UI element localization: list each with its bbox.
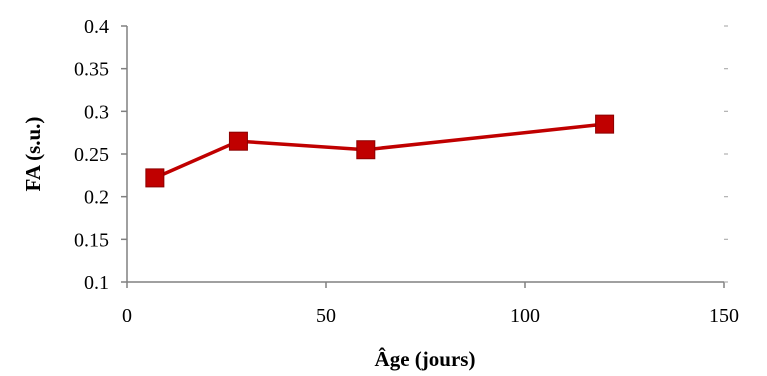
x-tick-label: 0 <box>122 305 132 327</box>
series-line <box>154 122 605 180</box>
y-tick-label: 0.2 <box>84 187 109 209</box>
axes <box>126 26 724 283</box>
y-tick-label: 0.3 <box>84 101 109 123</box>
data-point-marker <box>356 140 376 160</box>
x-axis-title: Âge (jours) <box>375 347 476 371</box>
x-tick-label: 100 <box>510 305 540 327</box>
y-tick-label: 0.25 <box>74 144 109 166</box>
series <box>145 114 615 188</box>
y-tick-label: 0.4 <box>84 16 109 38</box>
right-side-tick-marks <box>724 25 728 283</box>
y-tick-label: 0.1 <box>84 272 109 294</box>
data-point-marker <box>228 131 248 151</box>
x-tick-label: 50 <box>316 305 336 327</box>
data-point-marker <box>145 168 165 188</box>
y-tick-label: 0.35 <box>74 59 109 81</box>
y-ticks: 0.1 0.15 0.2 0.25 0.3 0.35 0.4 <box>74 16 127 294</box>
data-point-marker <box>595 114 615 134</box>
x-ticks: 0 50 100 150 <box>122 282 739 327</box>
y-tick-label: 0.15 <box>74 229 109 251</box>
x-tick-label: 150 <box>709 305 739 327</box>
y-axis-title: FA (s.u.) <box>21 117 45 192</box>
